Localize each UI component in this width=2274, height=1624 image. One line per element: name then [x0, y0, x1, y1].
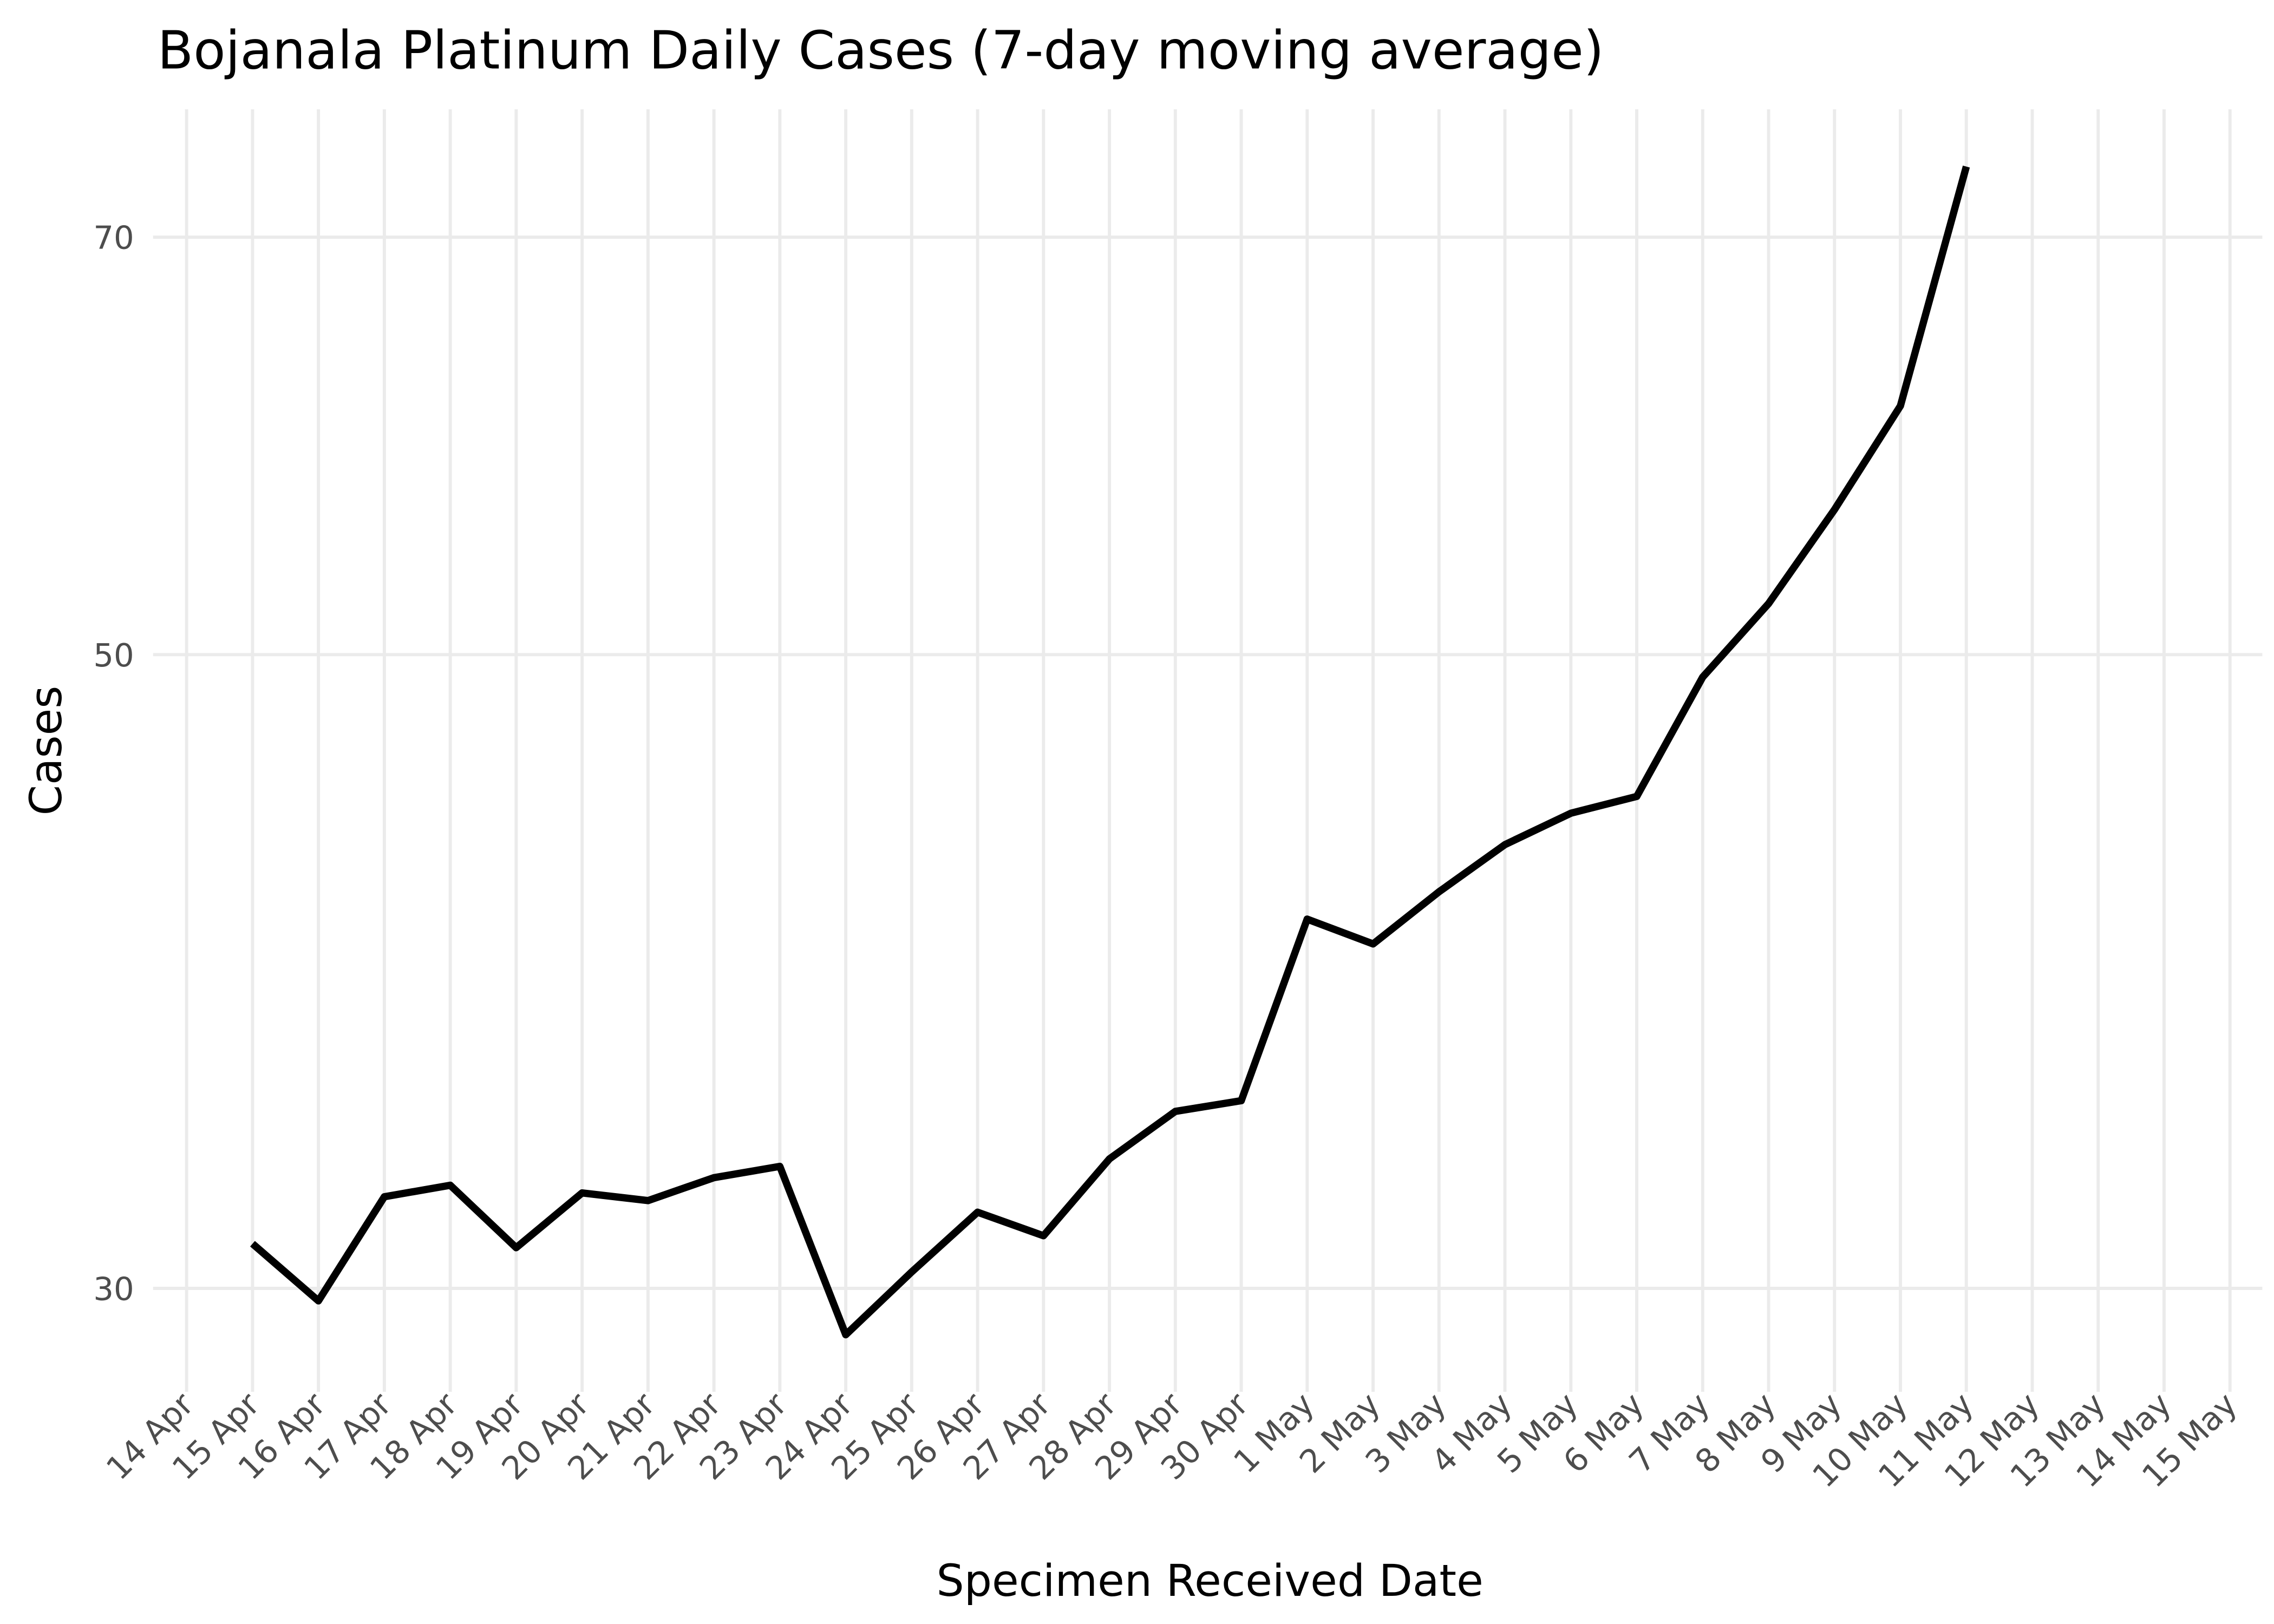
y-tick-label: 50	[93, 637, 134, 674]
y-tick-label: 30	[93, 1271, 134, 1308]
y-axis-title: Cases	[21, 686, 72, 816]
line	[250, 165, 1970, 1339]
chart-title: Bojanala Platinum Daily Cases (7-day mov…	[158, 20, 1604, 81]
x-axis-title: Specimen Received Date	[936, 1556, 1483, 1607]
y-tick-label: 70	[93, 219, 134, 257]
